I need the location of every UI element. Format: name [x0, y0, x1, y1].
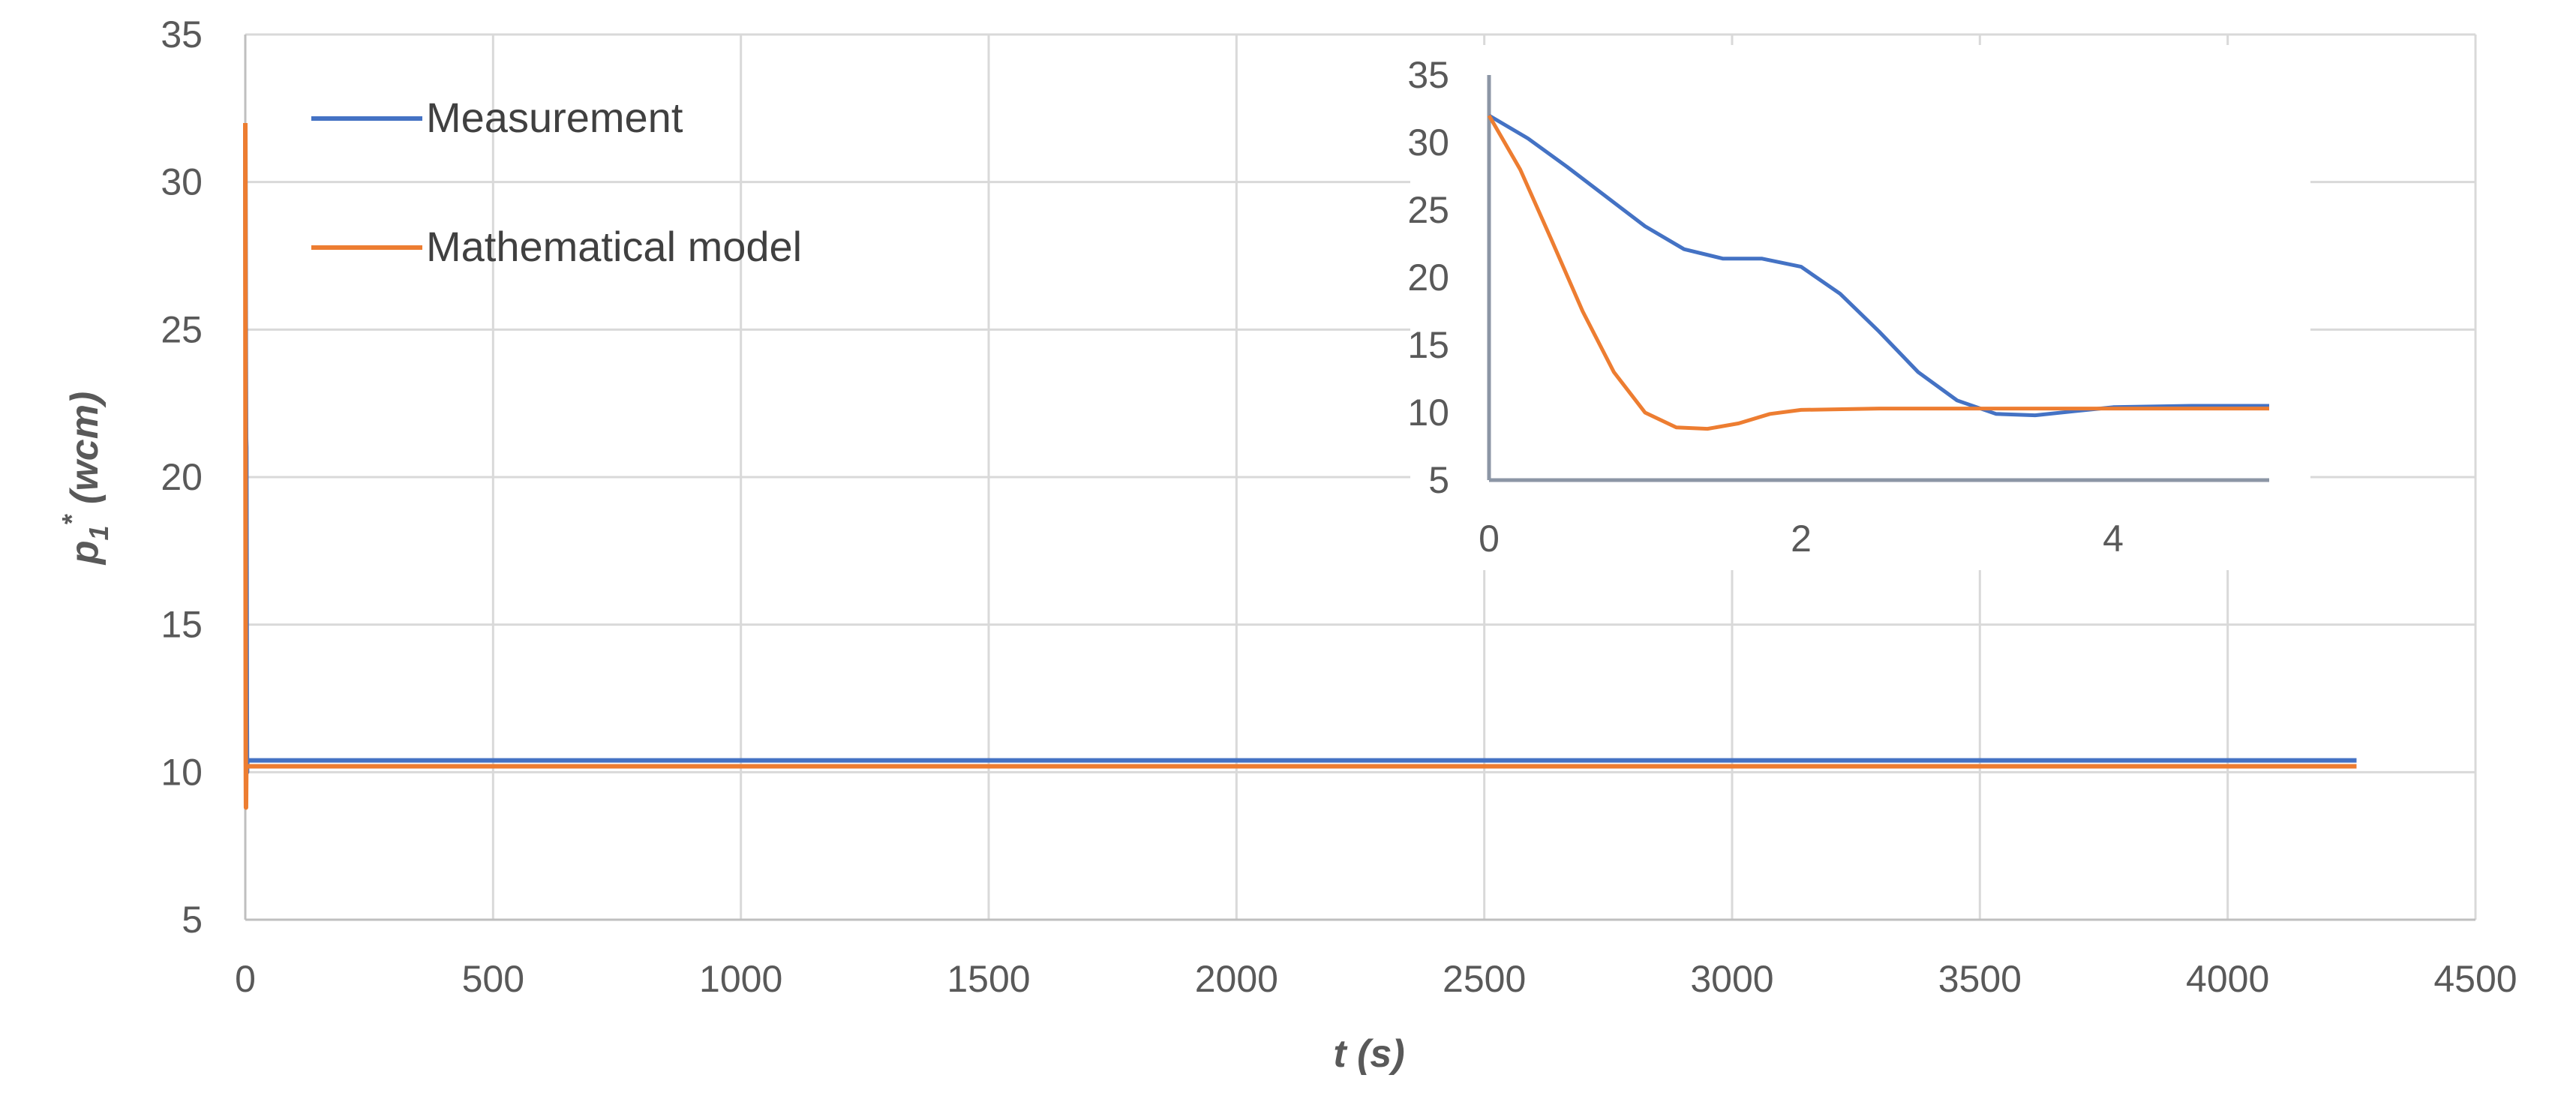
y-axis-title-unit: (wcm): [63, 392, 107, 515]
inset-y-tick-label: 10: [1407, 392, 1449, 434]
inset-y-tick-labels: 5 10 15 20 25 30 35: [1407, 54, 1449, 501]
x-tick-label: 3500: [1938, 958, 2022, 1000]
inset-y-tick-label: 20: [1407, 257, 1449, 299]
y-tick-label: 10: [161, 751, 203, 793]
x-axis-title: t (s): [1333, 1032, 1404, 1076]
legend: Measurement Mathematical model: [311, 94, 802, 270]
inset-y-tick-label: 25: [1407, 189, 1449, 231]
inset-x-tick-label: 4: [2103, 518, 2124, 560]
x-tick-label: 0: [235, 958, 256, 1000]
series-line-mathematical-model: [243, 122, 2357, 810]
main-x-tick-labels: 0 500 1000 1500 2000 2500 3000 3500 4000 4500: [235, 958, 2517, 1000]
y-tick-label: 25: [161, 308, 203, 350]
inset-y-tick-label: 5: [1428, 459, 1449, 501]
x-tick-label: 500: [462, 958, 524, 1000]
x-tick-label: 3000: [1690, 958, 1773, 1000]
x-tick-label: 2000: [1195, 958, 1278, 1000]
y-tick-label: 5: [182, 899, 203, 941]
inset-series-line-measurement: [1488, 113, 2269, 418]
inset-x-tick-label: 2: [1791, 518, 1812, 560]
inset-y-tick-label: 30: [1407, 122, 1449, 164]
x-tick-label: 4000: [2186, 958, 2269, 1000]
main-series-lines: [243, 122, 2357, 810]
x-tick-label: 2500: [1443, 958, 1526, 1000]
inset-axes: [1487, 75, 2269, 482]
y-axis-title-subscript: 1: [83, 525, 114, 540]
y-axis-title-superscript: *: [56, 513, 87, 525]
legend-label-mathematical-model: Mathematical model: [426, 223, 802, 270]
inset-chart: 0 2 4 5 10 15 20 25 30 35: [1407, 45, 2310, 570]
legend-label-measurement: Measurement: [426, 94, 683, 141]
inset-x-tick-labels: 0 2 4: [1479, 518, 2124, 560]
y-axis-title-base: p: [63, 540, 107, 566]
inset-y-tick-label: 15: [1407, 324, 1449, 366]
y-tick-label: 35: [161, 14, 203, 56]
y-tick-label: 15: [161, 604, 203, 646]
y-axis-title: p1* (wcm): [56, 392, 114, 566]
inset-y-tick-label: 35: [1407, 54, 1449, 96]
main-y-tick-labels: 5 10 15 20 25 30 35: [161, 14, 203, 941]
inset-series-line-mathematical-model: [1487, 114, 2269, 431]
inset-x-tick-label: 0: [1479, 518, 1500, 560]
y-tick-label: 30: [161, 161, 203, 203]
x-tick-label: 1000: [699, 958, 782, 1000]
inset-background: [1410, 45, 2310, 570]
inset-series-lines: [1487, 113, 2269, 431]
x-tick-label: 4500: [2433, 958, 2517, 1000]
x-tick-label: 1500: [947, 958, 1030, 1000]
y-tick-label: 20: [161, 456, 203, 498]
